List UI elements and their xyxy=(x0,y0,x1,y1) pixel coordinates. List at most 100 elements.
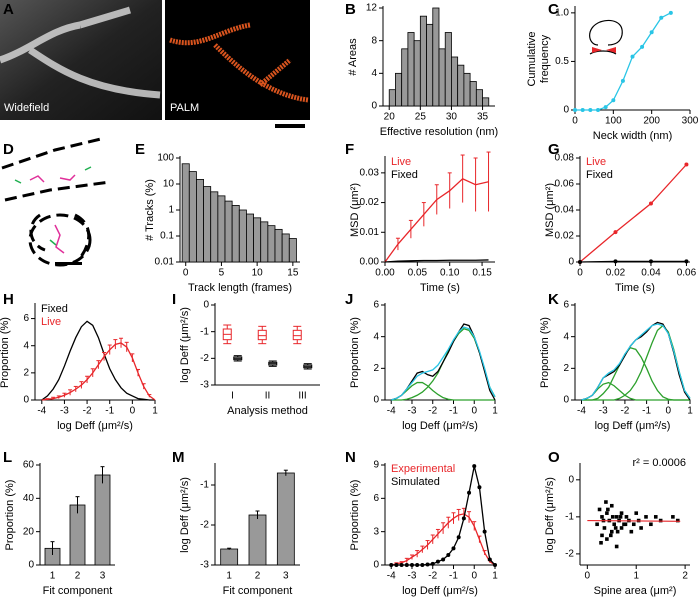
x-tick-label: -1 xyxy=(105,406,114,417)
x-tick-label: 1 xyxy=(633,571,639,582)
histogram-bar xyxy=(260,221,269,263)
x-tick-label: 0.15 xyxy=(472,268,492,279)
x-tick-label: 2 xyxy=(682,571,688,582)
y-tick-label: 6 xyxy=(563,300,569,311)
histogram-bar xyxy=(438,48,446,107)
line xyxy=(391,326,496,401)
x-tick-label: -3 xyxy=(60,406,69,417)
point xyxy=(613,526,618,530)
marker xyxy=(611,98,616,103)
histogram-bar xyxy=(457,64,465,107)
histogram-bar xyxy=(395,72,403,107)
bar xyxy=(69,504,86,566)
marker xyxy=(472,464,477,469)
panel-letter: A xyxy=(3,1,14,18)
legend-label: Experimental xyxy=(391,463,455,475)
point xyxy=(609,533,613,538)
x-tick-label: 25 xyxy=(415,112,427,123)
x-axis-label: Track length (frames) xyxy=(188,282,292,294)
x-axis-label: log Deff (μm²/s) xyxy=(595,420,671,432)
panel-letter: G xyxy=(548,141,560,158)
marker xyxy=(435,559,440,564)
marker xyxy=(446,553,451,557)
histogram-bar xyxy=(253,217,262,263)
x-tick-label: 0.06 xyxy=(677,268,697,279)
panel-letter: F xyxy=(345,141,354,158)
x-tick-label: 0 xyxy=(471,571,477,582)
point xyxy=(604,500,608,504)
histogram-bar xyxy=(238,209,247,263)
y-tick-label: 0 xyxy=(373,560,379,571)
point xyxy=(619,511,624,515)
point xyxy=(653,515,658,519)
marker xyxy=(596,108,600,112)
y-axis-label: MSD (μm²) xyxy=(544,183,556,237)
marker xyxy=(467,490,472,495)
x-tick-label: -3 xyxy=(408,571,417,582)
histogram-bar xyxy=(203,186,212,263)
histogram-bar xyxy=(231,205,240,263)
x-tick-label: -2 xyxy=(83,406,92,417)
x-axis-label: Fit component xyxy=(223,585,293,597)
point xyxy=(618,515,623,519)
point xyxy=(597,507,602,512)
y-tick-label: -2 xyxy=(200,520,209,531)
histogram-bar xyxy=(444,32,452,107)
histogram-bar xyxy=(469,81,477,107)
marker xyxy=(580,108,585,112)
image-caption: PALM xyxy=(170,102,199,114)
marker xyxy=(456,535,461,540)
bar xyxy=(94,474,111,566)
line xyxy=(41,320,155,401)
legend-label: Live xyxy=(586,156,606,168)
marker xyxy=(648,259,653,264)
y-tick-label: 0 xyxy=(371,101,377,112)
x-tick-label: III xyxy=(298,391,306,402)
x-tick-label: 0 xyxy=(471,406,477,417)
histogram-bar xyxy=(419,15,427,107)
x-tick-label: -2 xyxy=(428,406,437,417)
spine-icon xyxy=(589,19,623,55)
marker xyxy=(640,44,645,49)
y-tick-label: -1 xyxy=(200,480,209,491)
y-tick-label: 0 xyxy=(563,395,569,406)
line xyxy=(581,347,690,401)
y-tick-label: 0.01 xyxy=(155,257,175,268)
y-tick-label: 4 xyxy=(373,331,379,342)
x-axis-label: Effective resolution (nm) xyxy=(380,126,498,138)
x-tick-label: -4 xyxy=(37,406,46,417)
x-tick-label: 1 xyxy=(50,571,56,582)
marker xyxy=(482,529,487,534)
x-tick-label: -1 xyxy=(449,406,458,417)
y-tick-label: 0.06 xyxy=(555,179,575,190)
line xyxy=(391,381,495,401)
line xyxy=(581,381,690,401)
x-tick-label: 0 xyxy=(666,406,672,417)
point xyxy=(602,526,607,530)
point xyxy=(609,503,614,508)
y-tick-label: 40 xyxy=(23,493,35,504)
y-tick-label: 0.04 xyxy=(555,205,575,216)
histogram-bar xyxy=(181,163,190,263)
x-tick-label: 1 xyxy=(152,406,158,417)
y-tick-label: 60 xyxy=(23,460,35,471)
x-axis-label: Time (s) xyxy=(615,282,655,294)
histogram-bar xyxy=(210,191,219,263)
y-tick-label: 0 xyxy=(568,474,574,485)
y-tick-label: 0 xyxy=(28,560,34,571)
x-tick-label: 1 xyxy=(492,406,498,417)
histogram-bar xyxy=(475,89,483,107)
y-tick-label: 0.03 xyxy=(360,167,380,178)
y-tick-label: 4 xyxy=(563,331,569,342)
marker xyxy=(620,78,625,83)
x-tick-label: 0 xyxy=(577,268,583,279)
x-tick-label: 1 xyxy=(226,571,232,582)
marker xyxy=(389,563,394,567)
legend-label: Simulated xyxy=(391,476,440,488)
legend-label: Fixed xyxy=(41,303,68,315)
y-axis-label: Proportion (%) xyxy=(539,317,551,388)
y-tick-label: 8 xyxy=(371,35,377,46)
panel-letter: N xyxy=(345,449,356,466)
marker xyxy=(415,563,420,567)
x-tick-label: 0.00 xyxy=(375,268,395,279)
